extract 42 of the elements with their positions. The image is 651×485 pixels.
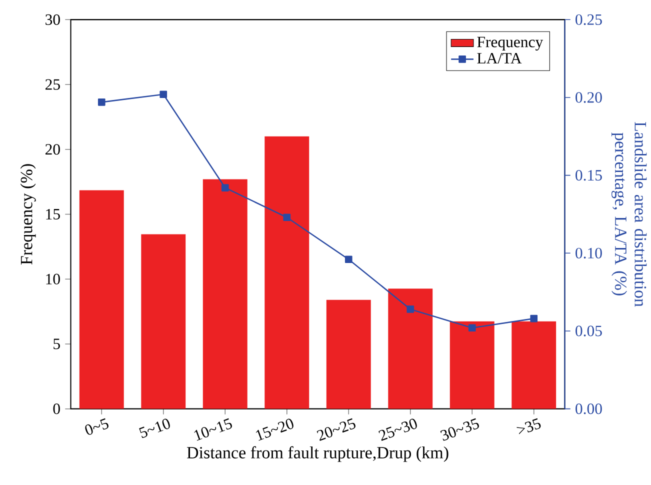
- y-tick-label: 25: [46, 78, 60, 90]
- point: [98, 98, 106, 106]
- y2-tick-label: 0.20: [576, 92, 602, 103]
- y-tick-label: 5: [54, 338, 60, 349]
- y2-tick-label: 0.15: [576, 170, 602, 180]
- y-axis-title: Frequency (%): [20, 164, 36, 264]
- x-tick-label: 5~10: [139, 418, 170, 438]
- point: [160, 90, 168, 98]
- bar: [264, 136, 310, 409]
- x-tick-label: 20~25: [316, 418, 356, 441]
- bar: [388, 288, 433, 409]
- point: [221, 184, 229, 192]
- y-tick-label: 0: [53, 403, 60, 414]
- x-tick-label: 30~35: [440, 418, 479, 440]
- point: [344, 255, 352, 263]
- y-tick-label: 15: [46, 208, 60, 220]
- x-tick-label: >35: [516, 418, 541, 434]
- bar: [326, 300, 371, 409]
- y2-tick-label: 0.25: [576, 14, 602, 25]
- x-axis-title: Distance from fault rupture,Drup (km): [186, 446, 448, 462]
- bar: [202, 178, 248, 409]
- x-tick-label: 15~20: [256, 418, 294, 440]
- legend-label: Frequency: [477, 36, 544, 50]
- y-tick-label: 20: [46, 144, 60, 154]
- point: [283, 213, 291, 221]
- point: [468, 324, 476, 332]
- bar: [141, 234, 186, 409]
- y-tick-label: 30: [46, 14, 60, 25]
- y2-tick-label: 0.00: [576, 403, 602, 414]
- y2-tick-label: 0.05: [576, 325, 602, 336]
- legend-label: LA/TA: [477, 52, 522, 64]
- bar: [79, 190, 124, 409]
- y2-axis-title: Landslide area distribution percentage, LA/TA (%): [611, 122, 647, 306]
- point: [530, 314, 538, 322]
- x-tick-label: 25~30: [378, 418, 417, 441]
- y2-tick-label: 0.10: [576, 248, 602, 258]
- x-tick-label: 10~15: [194, 418, 232, 440]
- x-tick-label: 0~5: [85, 418, 108, 435]
- bar: [450, 321, 494, 409]
- bar: [512, 321, 556, 409]
- y-tick-label: 10: [46, 274, 60, 284]
- point: [406, 305, 414, 313]
